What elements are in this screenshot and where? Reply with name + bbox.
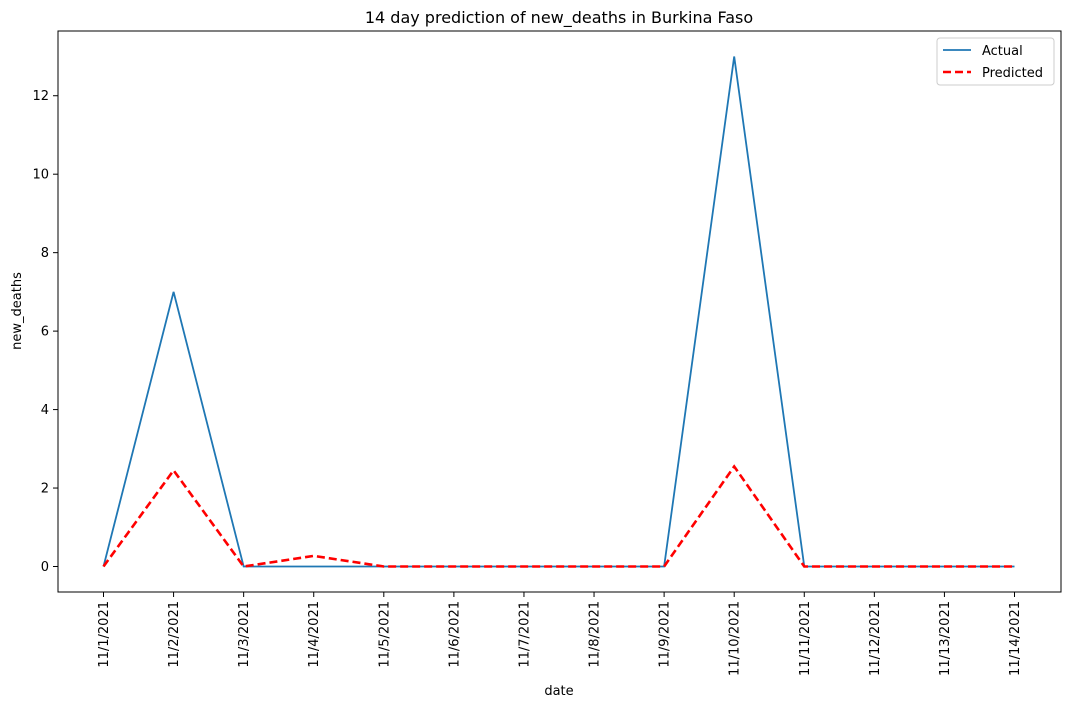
y-tick-label: 10 xyxy=(32,168,49,183)
y-axis-ticks: 0 2 4 6 8 10 12 xyxy=(32,89,58,575)
x-tick-label: 11/14/2021 xyxy=(1008,601,1023,676)
series-lines xyxy=(102,56,1015,568)
y-tick-label: 8 xyxy=(41,246,49,261)
x-tick-label: 11/9/2021 xyxy=(658,601,673,668)
y-tick-label: 12 xyxy=(32,89,49,104)
x-tick-label: 11/3/2021 xyxy=(237,601,252,668)
x-tick-label: 11/6/2021 xyxy=(447,601,462,668)
series-line-predicted xyxy=(102,464,1015,568)
plot-area xyxy=(58,31,1061,592)
y-tick-label: 0 xyxy=(41,560,49,575)
x-tick-label: 11/11/2021 xyxy=(798,601,813,676)
x-axis-title: date xyxy=(544,684,573,699)
y-tick-label: 4 xyxy=(41,403,49,418)
y-axis-title: new_deaths xyxy=(10,272,25,350)
x-tick-label: 11/5/2021 xyxy=(377,601,392,668)
x-axis-ticks: 11/1/2021 11/2/2021 11/3/2021 11/4/2021 11/5… xyxy=(97,592,1023,676)
legend: Actual Predicted xyxy=(936,37,1055,86)
x-tick-label: 11/12/2021 xyxy=(868,601,883,676)
legend-label-actual: Actual xyxy=(982,44,1023,59)
y-tick-label: 2 xyxy=(41,482,49,497)
y-tick-label: 6 xyxy=(41,325,49,340)
chart-title: 14 day prediction of new_deaths in Burki… xyxy=(365,8,753,28)
x-tick-label: 11/10/2021 xyxy=(728,601,743,676)
x-tick-label: 11/2/2021 xyxy=(167,601,182,668)
x-tick-label: 11/13/2021 xyxy=(938,601,953,676)
x-tick-label: 11/7/2021 xyxy=(517,601,532,668)
x-tick-label: 11/4/2021 xyxy=(307,601,322,668)
x-tick-label: 11/8/2021 xyxy=(588,601,603,668)
plot-frame xyxy=(57,30,1062,593)
legend-label-predicted: Predicted xyxy=(982,66,1043,81)
x-tick-label: 11/1/2021 xyxy=(97,601,112,668)
